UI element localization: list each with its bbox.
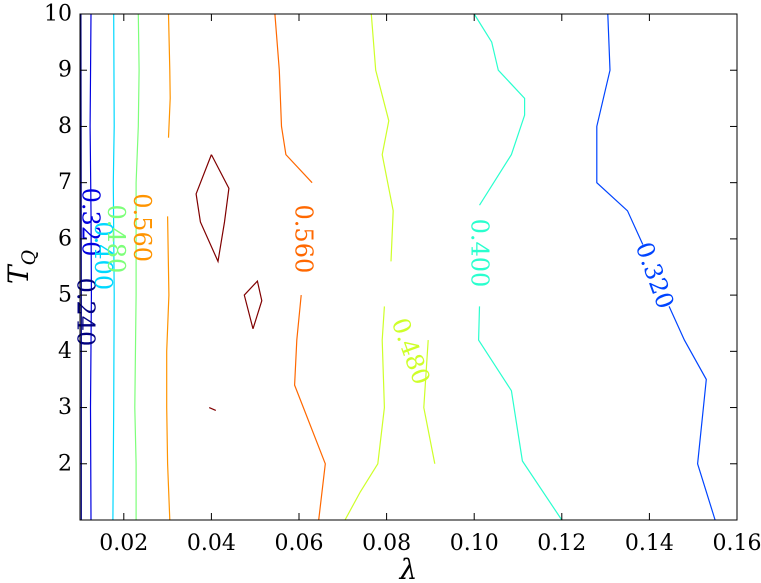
x-tick-label-4: 0.10 — [450, 531, 499, 556]
contour-label-2-0: 0.320 — [630, 238, 680, 312]
contour-line-6-1 — [370, 13, 394, 262]
contour-line-2-0 — [668, 306, 716, 521]
y-axis-label: TQ — [2, 250, 40, 284]
x-tick-label-7: 0.16 — [713, 531, 761, 556]
contour-line-4-0 — [477, 306, 563, 521]
contour-line-8-1 — [274, 13, 313, 184]
x-tick-label-5: 0.12 — [537, 531, 586, 556]
contour-label-1-0: 0.320 — [77, 188, 105, 257]
contour-label-3-0: 0.400 — [89, 221, 117, 290]
contour-label-6-0: 0.480 — [386, 314, 436, 388]
contour-line-7-1 — [167, 13, 171, 138]
y-tick-label-5: 7 — [58, 170, 72, 195]
y-axis-label-subscript: Q — [18, 250, 40, 266]
contour-label-7-0: 0.560 — [128, 193, 156, 262]
contour-line-4-1 — [473, 13, 526, 206]
y-tick-label-2: 4 — [58, 339, 72, 364]
contour-line-3-0 — [112, 13, 115, 521]
contour-label-5-0: 0.480 — [102, 205, 130, 274]
y-tick-label-8: 10 — [44, 2, 72, 27]
contour-line-6-0 — [344, 306, 386, 521]
x-tick-label-3: 0.08 — [362, 531, 411, 556]
y-tick-label-0: 2 — [58, 451, 72, 476]
y-tick-label-6: 8 — [58, 114, 72, 139]
contour-label-4-0: 0.400 — [465, 219, 493, 288]
x-tick-label-6: 0.14 — [625, 531, 674, 556]
contour-label-0-0: 0.240 — [71, 278, 99, 347]
x-tick-label-2: 0.06 — [275, 531, 324, 556]
contour-line-5-0 — [134, 13, 140, 520]
y-tick-label-1: 3 — [58, 395, 72, 420]
plot-frame — [79, 13, 738, 521]
axis-ticks: 0.02 0.04 0.06 0.08 0.10 0.12 0.14 0.16 2 3 4 5 6 7 8 9… — [44, 2, 761, 557]
contour-line-8-0 — [293, 295, 326, 521]
x-axis-label: λ — [399, 553, 418, 583]
contour-line-2-1 — [596, 13, 644, 245]
y-tick-label-4: 6 — [58, 226, 72, 251]
contour-line-1-0 — [89, 13, 93, 521]
x-tick-label-0: 0.02 — [99, 531, 148, 556]
contour-line-9-1 — [243, 279, 263, 329]
contour-line-7-0 — [166, 216, 171, 521]
y-tick-label-7: 9 — [58, 58, 72, 83]
x-tick-label-1: 0.04 — [187, 531, 236, 556]
contour-line-6-2 — [423, 340, 436, 464]
y-tick-label-3: 5 — [58, 283, 72, 308]
contour-label-8-0: 0.560 — [289, 205, 317, 274]
contour-lines — [80, 13, 716, 521]
contour-line-9-2 — [208, 407, 217, 411]
contour-line-9-0 — [195, 154, 230, 264]
